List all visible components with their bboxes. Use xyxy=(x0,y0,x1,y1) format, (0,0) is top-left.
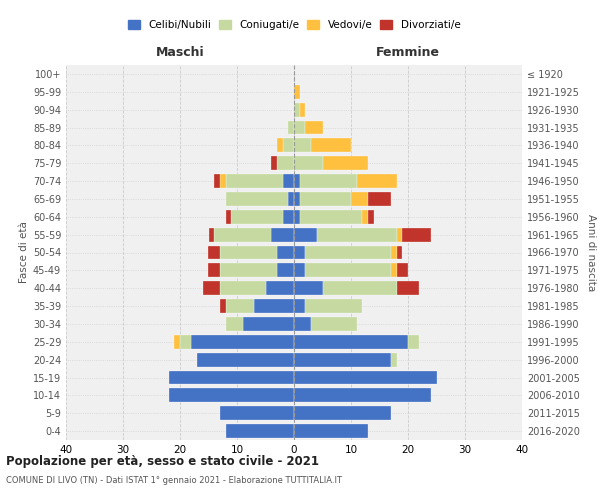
Bar xyxy=(277,246,294,260)
Bar xyxy=(294,102,300,117)
Text: COMUNE DI LIVO (TN) - Dati ISTAT 1° gennaio 2021 - Elaborazione TUTTITALIA.IT: COMUNE DI LIVO (TN) - Dati ISTAT 1° genn… xyxy=(6,476,342,485)
Bar xyxy=(283,174,294,188)
Bar xyxy=(368,192,391,206)
Bar xyxy=(242,317,294,331)
Bar xyxy=(283,138,294,152)
Bar xyxy=(226,192,289,206)
Bar xyxy=(294,317,311,331)
Bar xyxy=(191,335,294,349)
Bar xyxy=(362,210,368,224)
Bar xyxy=(391,264,397,278)
Bar xyxy=(294,424,368,438)
Bar xyxy=(214,228,271,241)
Y-axis label: Fasce di età: Fasce di età xyxy=(19,222,29,284)
Bar xyxy=(226,174,283,188)
Bar xyxy=(294,281,323,295)
Bar xyxy=(289,120,294,134)
Bar xyxy=(305,264,391,278)
Bar xyxy=(220,174,226,188)
Bar xyxy=(254,299,294,313)
Text: Popolazione per età, sesso e stato civile - 2021: Popolazione per età, sesso e stato civil… xyxy=(6,455,319,468)
Bar xyxy=(283,210,294,224)
Bar xyxy=(294,352,391,366)
Bar xyxy=(294,388,431,402)
Bar xyxy=(323,281,397,295)
Bar xyxy=(294,138,311,152)
Legend: Celibi/Nubili, Coniugati/e, Vedovi/e, Divorziati/e: Celibi/Nubili, Coniugati/e, Vedovi/e, Di… xyxy=(125,18,463,32)
Bar xyxy=(220,264,277,278)
Bar xyxy=(323,156,368,170)
Bar xyxy=(311,317,357,331)
Bar xyxy=(300,174,356,188)
Bar xyxy=(397,264,408,278)
Bar xyxy=(169,388,294,402)
Bar xyxy=(220,246,277,260)
Bar xyxy=(294,264,305,278)
Bar xyxy=(317,228,397,241)
Bar xyxy=(289,192,294,206)
Bar xyxy=(294,156,323,170)
Bar xyxy=(351,192,368,206)
Bar xyxy=(397,246,403,260)
Bar xyxy=(214,174,220,188)
Bar xyxy=(305,246,391,260)
Bar xyxy=(397,281,419,295)
Bar xyxy=(294,192,300,206)
Bar xyxy=(294,246,305,260)
Bar xyxy=(265,281,294,295)
Bar xyxy=(305,299,362,313)
Bar xyxy=(271,156,277,170)
Bar xyxy=(294,370,437,384)
Bar xyxy=(294,299,305,313)
Bar xyxy=(403,228,431,241)
Bar xyxy=(294,85,300,99)
Bar xyxy=(226,424,294,438)
Text: Maschi: Maschi xyxy=(155,46,205,58)
Bar xyxy=(226,210,232,224)
Bar xyxy=(356,174,397,188)
Bar xyxy=(277,264,294,278)
Bar xyxy=(408,335,419,349)
Bar xyxy=(175,335,180,349)
Bar xyxy=(232,210,283,224)
Bar xyxy=(294,335,408,349)
Bar xyxy=(226,317,242,331)
Bar xyxy=(391,246,397,260)
Bar xyxy=(368,210,374,224)
Bar xyxy=(209,228,214,241)
Bar xyxy=(294,210,300,224)
Bar xyxy=(397,228,403,241)
Bar xyxy=(220,281,265,295)
Bar xyxy=(180,335,191,349)
Bar xyxy=(203,281,220,295)
Bar xyxy=(277,138,283,152)
Bar xyxy=(300,192,351,206)
Bar xyxy=(277,156,294,170)
Bar xyxy=(294,228,317,241)
Bar xyxy=(220,406,294,420)
Bar xyxy=(271,228,294,241)
Bar xyxy=(294,120,305,134)
Bar xyxy=(294,174,300,188)
Bar xyxy=(311,138,351,152)
Bar xyxy=(300,102,305,117)
Bar xyxy=(209,264,220,278)
Bar xyxy=(169,370,294,384)
Bar xyxy=(226,299,254,313)
Bar xyxy=(209,246,220,260)
Bar xyxy=(300,210,362,224)
Bar xyxy=(391,352,397,366)
Bar xyxy=(220,299,226,313)
Bar xyxy=(197,352,294,366)
Bar xyxy=(294,406,391,420)
Bar xyxy=(305,120,323,134)
Y-axis label: Anni di nascita: Anni di nascita xyxy=(586,214,596,291)
Text: Femmine: Femmine xyxy=(376,46,440,58)
